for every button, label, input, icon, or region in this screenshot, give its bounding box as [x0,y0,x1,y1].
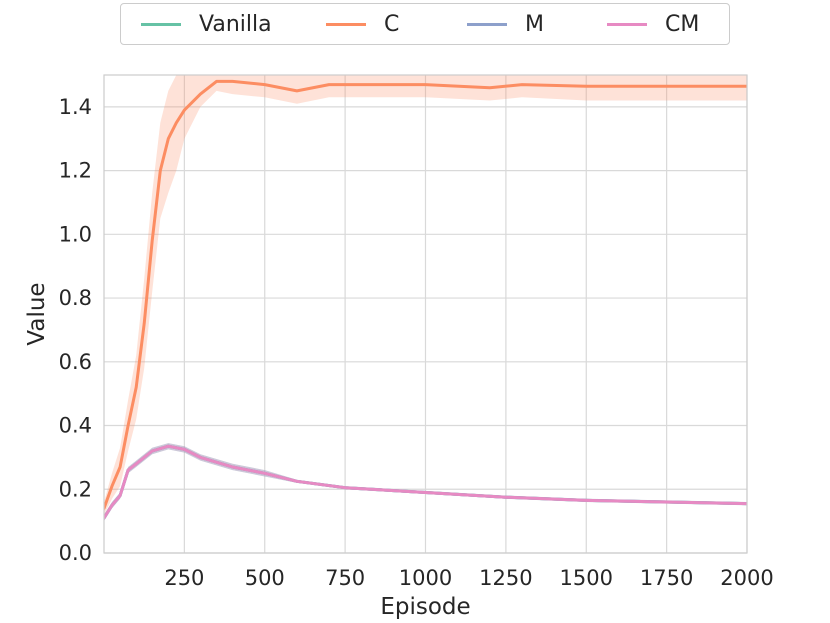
x-tick-label: 750 [325,566,365,590]
x-tick-label: 1250 [479,566,532,590]
x-tick-labels: 250 500 750 1000 1250 1500 1750 2000 [164,566,773,590]
series-line-c [104,79,747,510]
legend-label-c: C [384,11,400,37]
y-tick-label: 1.0 [59,222,92,246]
band-c [104,75,747,515]
legend-swatch-m [467,22,507,26]
x-tick-label: 1500 [560,566,613,590]
y-tick-label: 0.2 [59,477,92,501]
y-tick-label: 0.6 [59,350,92,374]
y-tick-label: 0.4 [59,414,92,438]
y-tick-label: 1.4 [59,95,92,119]
legend-item-c: C [326,4,399,44]
y-tick-labels: 0.0 0.2 0.4 0.6 0.8 1.0 1.2 1.4 [59,95,92,565]
x-tick-label: 500 [245,566,285,590]
y-tick-label: 0.0 [59,541,92,565]
x-axis-label: Episode [380,594,470,620]
legend-swatch-cm [607,22,647,26]
y-axis-label: Value [24,282,50,345]
legend-item-m: M [467,4,544,44]
legend-label-vanilla: Vanilla [199,11,272,37]
plot-frame [103,74,748,554]
series-line-cm [104,444,747,520]
x-tick-label: 1000 [399,566,452,590]
legend-swatch-vanilla [141,22,181,26]
series-lines [104,79,747,520]
x-tick-label: 2000 [720,566,773,590]
legend-item-cm: CM [607,4,699,44]
x-tick-label: 1750 [640,566,693,590]
legend-item-vanilla: Vanilla [141,4,272,44]
y-tick-label: 0.8 [59,286,92,310]
legend: Vanilla C M CM [120,3,730,45]
y-tick-label: 1.2 [59,159,92,183]
legend-label-m: M [525,11,544,37]
legend-label-cm: CM [665,11,700,37]
legend-swatch-c [326,22,366,26]
x-tick-label: 250 [164,566,204,590]
